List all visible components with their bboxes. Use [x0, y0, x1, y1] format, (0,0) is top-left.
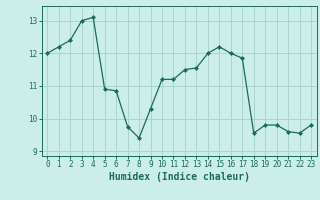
X-axis label: Humidex (Indice chaleur): Humidex (Indice chaleur)	[109, 172, 250, 182]
